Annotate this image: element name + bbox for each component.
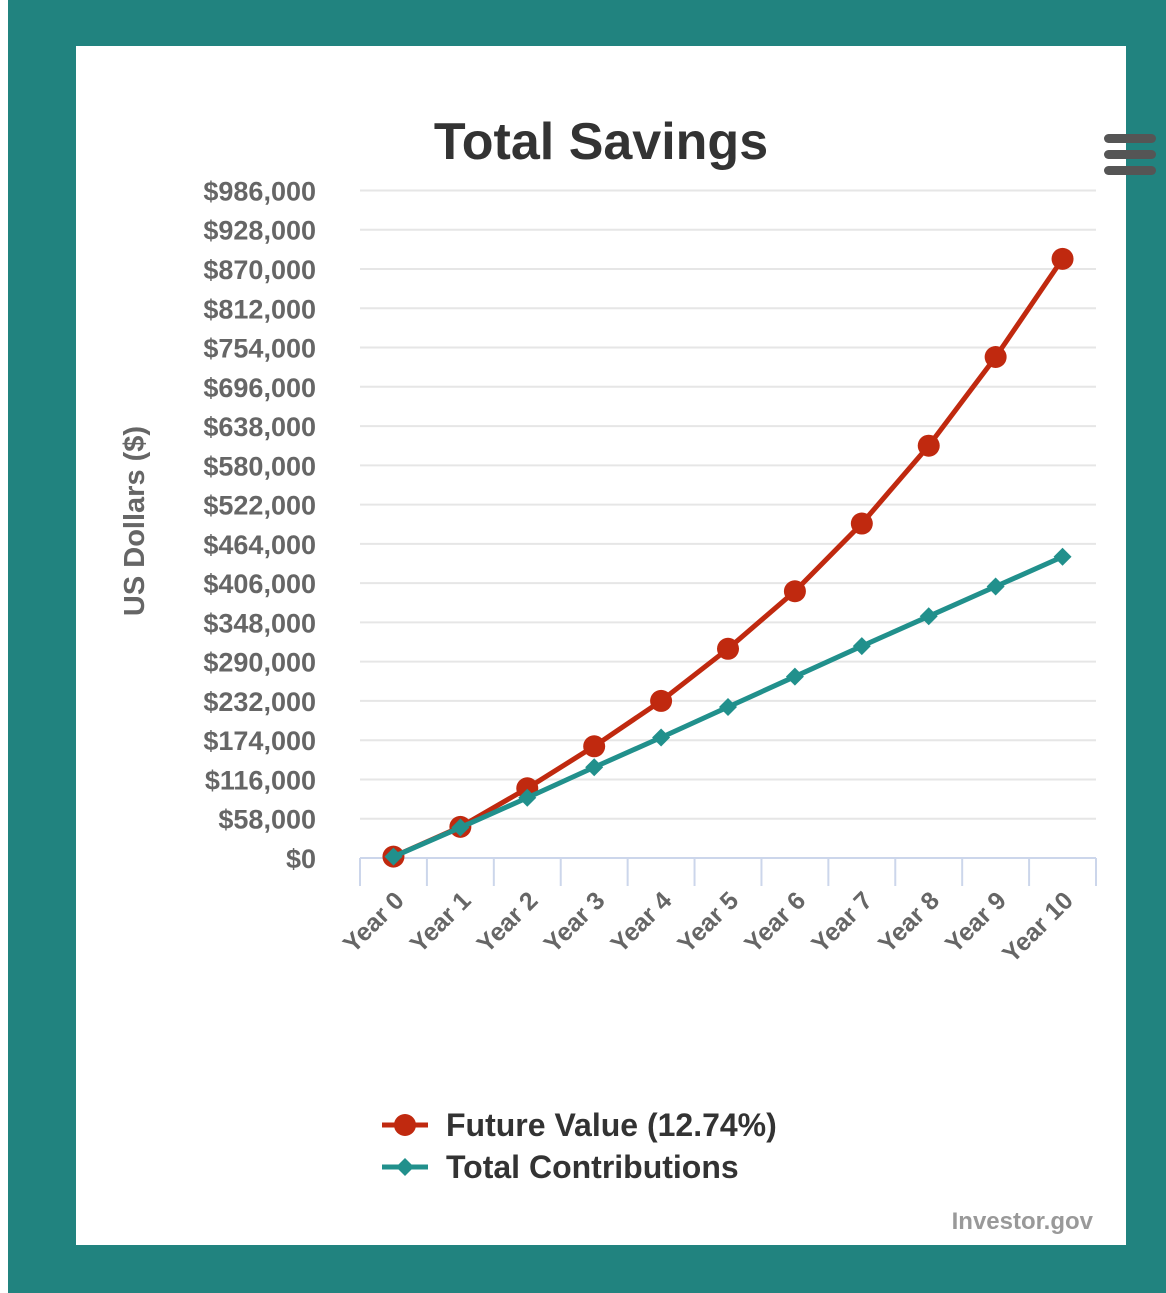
y-tick-label: $812,000 [203,294,316,324]
data-point[interactable] [850,512,873,535]
data-point[interactable] [984,346,1007,369]
legend-label: Total Contributions [446,1149,739,1185]
series-total-contributions [384,547,1072,866]
hamburger-menu-icon [1104,134,1156,143]
y-tick-label: $116,000 [205,765,316,795]
x-tick-label: Year 3 [539,886,611,958]
legend-label: Future Value (12.74%) [446,1107,777,1143]
x-tick-label: Year 8 [873,886,945,958]
x-tick-label: Year 6 [739,886,811,958]
x-tick-label: Year 10 [997,886,1079,968]
line-chart: $0 $58,000 $116,000 $174,000 $232,000 $290,00… [119,176,1097,1235]
data-point[interactable] [451,818,470,837]
x-tick-label: Year 7 [806,886,878,958]
data-point[interactable] [986,577,1005,596]
data-point[interactable] [852,637,871,656]
gridlines [360,189,1096,820]
chart-menu-button[interactable] [1104,134,1156,176]
chart-card: Total Savings $0 $58,000 $116,000 $174,000 $… [76,46,1156,1245]
data-point[interactable] [717,637,739,660]
y-tick-label: $348,000 [203,608,316,638]
y-tick-label: $464,000 [203,530,316,560]
y-tick-label: $232,000 [203,687,316,717]
data-point[interactable] [652,728,671,747]
y-tick-label: $522,000 [203,491,316,521]
plot-series [382,247,1074,868]
legend-marker [394,1114,416,1136]
data-point[interactable] [583,735,606,758]
data-point[interactable] [719,698,737,717]
x-tick-label: Year 1 [405,886,477,958]
x-axis [359,857,1097,886]
data-point[interactable] [1051,247,1074,270]
data-point[interactable] [917,434,940,457]
data-point[interactable] [384,847,403,866]
x-tick-label: Year 4 [605,886,677,958]
y-tick-label: $406,000 [203,569,316,599]
legend-marker [396,1158,414,1176]
chart-title: Total Savings [433,113,769,171]
x-tick-label: Year 0 [338,886,410,958]
x-tick-label: Year 2 [472,886,544,958]
y-axis-labels: $0 $58,000 $116,000 $174,000 $232,000 $290,00… [203,176,316,874]
credits-link[interactable]: Investor.gov [952,1208,1094,1235]
legend-item[interactable]: Total Contributions [382,1149,739,1185]
y-tick-label: $0 [286,844,316,874]
page-frame: Total Savings $0 $58,000 $116,000 $174,000 $… [8,0,1166,1293]
y-tick-label: $638,000 [203,412,316,442]
data-point[interactable] [783,580,806,603]
hamburger-menu-icon [1104,150,1156,159]
x-tick-label: Year 5 [672,886,744,958]
legend-item[interactable]: Future Value (12.74%) [382,1107,777,1143]
data-point[interactable] [1053,547,1072,566]
data-point[interactable] [919,607,938,626]
y-tick-label: $754,000 [203,334,316,364]
y-tick-label: $870,000 [203,255,316,285]
y-tick-label: $986,000 [203,176,316,206]
data-point[interactable] [518,788,537,807]
hamburger-menu-icon [1104,166,1156,175]
y-tick-label: $58,000 [218,805,316,835]
data-point[interactable] [785,667,804,686]
legend: Future Value (12.74%) Total Contributions [382,1107,777,1185]
data-point[interactable] [585,758,604,777]
y-tick-label: $580,000 [203,451,316,481]
data-point[interactable] [650,689,673,712]
y-axis-title: US Dollars ($) [119,426,151,616]
y-tick-label: $696,000 [203,373,316,403]
y-tick-label: $928,000 [203,216,316,246]
series-future-value [382,247,1074,868]
y-tick-label: $290,000 [203,648,316,678]
y-tick-label: $174,000 [203,726,316,756]
